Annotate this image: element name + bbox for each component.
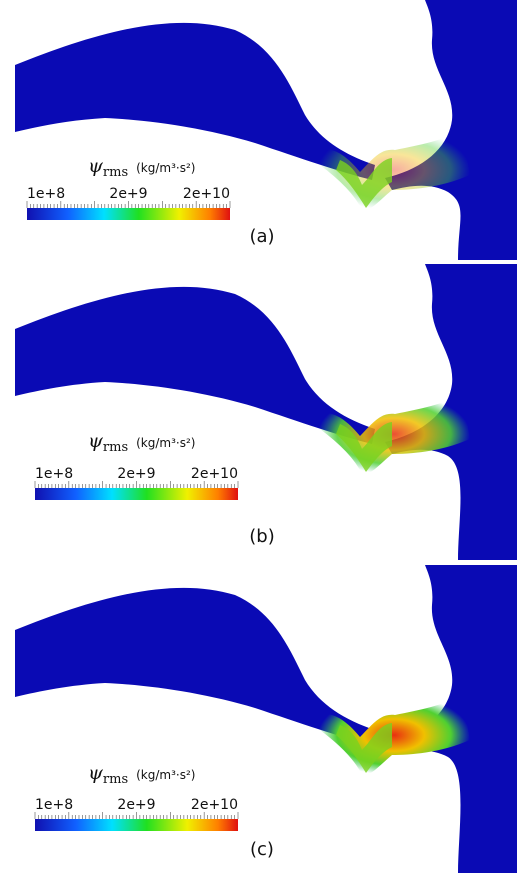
colorbar-tick-label: 2e+9 — [117, 466, 155, 482]
symbol: ψ — [88, 430, 104, 452]
panel-label: (b) — [249, 526, 274, 547]
colorbar-tick-label: 2e+10 — [183, 186, 230, 202]
subscript: rms — [103, 440, 128, 455]
colorbar-title: ψrms (kg/m³·s²) — [88, 762, 195, 787]
unit: (kg/m³·s²) — [136, 161, 195, 175]
subscript: rms — [103, 165, 128, 180]
unit: (kg/m³·s²) — [136, 768, 195, 782]
panel: 1e+8 2e+9 2e+10 ψrms (kg/m³·s²) (a) — [15, 0, 517, 260]
panel-label: (c) — [250, 839, 274, 860]
colorbar-title: ψrms (kg/m³·s²) — [88, 155, 195, 180]
figure: 1e+82e+92e+10ψrms(kg/m³·s²)(a)1e+82e+92e… — [0, 0, 517, 873]
colorbar-tick-label: 2e+10 — [191, 797, 238, 813]
colorbar-tick-label: 1e+8 — [35, 466, 73, 482]
symbol: ψ — [88, 155, 104, 177]
colorbar-tick-label: 2e+9 — [109, 186, 147, 202]
colorbar-tick-label: 1e+8 — [35, 797, 73, 813]
unit: (kg/m³·s²) — [136, 436, 195, 450]
panel-label: (a) — [249, 226, 274, 247]
panel: 1e+8 2e+9 2e+10 ψrms (kg/m³·s²) (b) — [15, 264, 517, 560]
colorbar — [35, 488, 238, 500]
subscript: rms — [103, 772, 128, 787]
colorbar-title: ψrms (kg/m³·s²) — [88, 430, 195, 455]
colorbar-tick-label: 2e+10 — [191, 466, 238, 482]
symbol: ψ — [88, 762, 104, 784]
panel: 1e+8 2e+9 2e+10 ψrms (kg/m³·s²) (c) — [15, 565, 517, 873]
colorbar-tick-label: 1e+8 — [27, 186, 65, 202]
outer-domain — [385, 0, 517, 260]
colorbar — [35, 819, 238, 831]
colorbar-tick-label: 2e+9 — [117, 797, 155, 813]
colorbar — [27, 208, 230, 220]
